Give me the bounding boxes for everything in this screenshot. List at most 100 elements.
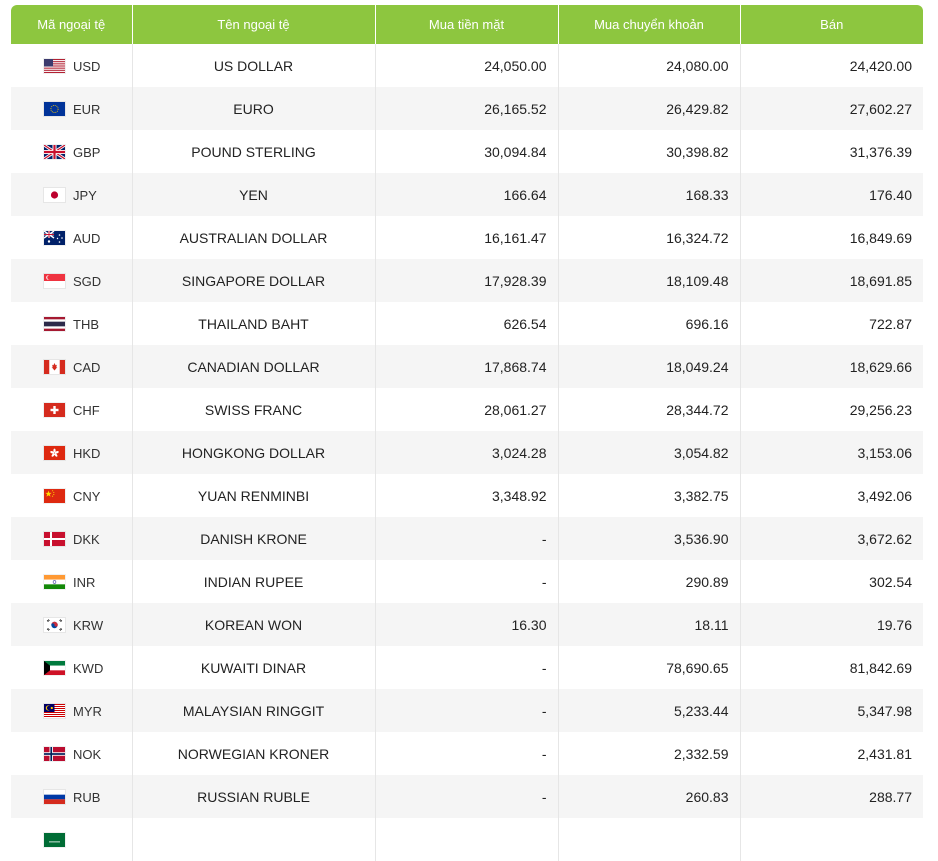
table-row: SGD SINGAPORE DOLLAR 17,928.39 18,109.48 18,… xyxy=(11,259,923,302)
cn-flag-icon xyxy=(44,489,65,504)
currency-code: CNY xyxy=(73,488,101,504)
currency-code: CAD xyxy=(73,359,101,375)
cash-buy-rate: 26,165.52 xyxy=(374,87,558,130)
table-row: HKD HONGKONG DOLLAR 3,024.28 3,054.82 3,153.… xyxy=(11,431,923,474)
gb-flag-icon xyxy=(44,145,65,160)
sell-rate: 5,347.98 xyxy=(739,689,923,732)
currency-code-cell: THB xyxy=(11,302,132,345)
currency-code-cell: RUB xyxy=(11,775,132,818)
transfer-buy-rate xyxy=(557,818,740,861)
column-header-cash-buy: Mua tiền mặt xyxy=(374,5,558,44)
in-flag-icon xyxy=(44,575,65,590)
currency-code-cell: CHF xyxy=(11,388,132,431)
cash-buy-rate: - xyxy=(374,646,558,689)
sell-rate: 2,431.81 xyxy=(739,732,923,775)
cash-buy-rate: - xyxy=(374,560,558,603)
sell-rate: 24,420.00 xyxy=(739,44,923,87)
currency-code-cell: HKD xyxy=(11,431,132,474)
currency-code: JPY xyxy=(73,187,97,203)
currency-name: AUSTRALIAN DOLLAR xyxy=(131,216,375,259)
currency-code-cell: KRW xyxy=(11,603,132,646)
currency-code-cell: CAD xyxy=(11,345,132,388)
table-row: EUR EURO 26,165.52 26,429.82 27,602.27 xyxy=(11,87,923,130)
no-flag-icon xyxy=(44,747,65,762)
currency-code-cell xyxy=(11,818,132,861)
kr-flag-icon xyxy=(44,618,65,633)
sg-flag-icon xyxy=(44,274,65,289)
sell-rate: 3,153.06 xyxy=(739,431,923,474)
cash-buy-rate: 166.64 xyxy=(374,173,558,216)
currency-code: GBP xyxy=(73,144,101,160)
au-flag-icon xyxy=(44,231,65,246)
table-row: THB THAILAND BAHT 626.54 696.16 722.87 xyxy=(11,302,923,345)
currency-name: NORWEGIAN KRONER xyxy=(131,732,375,775)
transfer-buy-rate: 18,109.48 xyxy=(557,259,740,302)
currency-code: NOK xyxy=(73,746,102,762)
table-row: JPY YEN 166.64 168.33 176.40 xyxy=(11,173,923,216)
transfer-buy-rate: 3,536.90 xyxy=(557,517,740,560)
currency-name: RUSSIAN RUBLE xyxy=(131,775,375,818)
currency-code-cell: INR xyxy=(11,560,132,603)
currency-code: KWD xyxy=(73,660,104,676)
currency-code-cell: DKK xyxy=(11,517,132,560)
exchange-rate-table-container: Mã ngoại tệ Tên ngoại tệ Mua tiền mặt Mu… xyxy=(11,5,923,861)
exchange-rate-table: Mã ngoại tệ Tên ngoại tệ Mua tiền mặt Mu… xyxy=(11,5,923,861)
transfer-buy-rate: 3,054.82 xyxy=(557,431,740,474)
currency-code: HKD xyxy=(73,445,101,461)
hk-flag-icon xyxy=(44,446,65,461)
table-body: USD US DOLLAR 24,050.00 24,080.00 24,420.00 E… xyxy=(11,44,923,861)
table-row: CNY YUAN RENMINBI 3,348.92 3,382.75 3,492.06 xyxy=(11,474,923,517)
transfer-buy-rate: 28,344.72 xyxy=(557,388,740,431)
currency-name: KUWAITI DINAR xyxy=(131,646,375,689)
transfer-buy-rate: 26,429.82 xyxy=(557,87,740,130)
cash-buy-rate xyxy=(374,818,558,861)
column-header-code: Mã ngoại tệ xyxy=(11,5,132,44)
currency-code: SGD xyxy=(73,273,102,289)
currency-code: CHF xyxy=(73,402,100,418)
table-row: AUD AUSTRALIAN DOLLAR 16,161.47 16,324.72 16… xyxy=(11,216,923,259)
cash-buy-rate: - xyxy=(374,517,558,560)
sell-rate: 18,629.66 xyxy=(739,345,923,388)
currency-name: US DOLLAR xyxy=(131,44,375,87)
sell-rate: 81,842.69 xyxy=(739,646,923,689)
cash-buy-rate: 626.54 xyxy=(374,302,558,345)
us-flag-icon xyxy=(44,59,65,74)
transfer-buy-rate: 78,690.65 xyxy=(557,646,740,689)
sell-rate: 27,602.27 xyxy=(739,87,923,130)
currency-code-cell: AUD xyxy=(11,216,132,259)
ru-flag-icon xyxy=(44,790,65,805)
currency-name xyxy=(131,818,375,861)
cash-buy-rate: 3,024.28 xyxy=(374,431,558,474)
transfer-buy-rate: 30,398.82 xyxy=(557,130,740,173)
sell-rate: 302.54 xyxy=(739,560,923,603)
currency-name: POUND STERLING xyxy=(131,130,375,173)
sell-rate: 3,672.62 xyxy=(739,517,923,560)
column-header-sell: Bán xyxy=(739,5,923,44)
transfer-buy-rate: 168.33 xyxy=(557,173,740,216)
currency-name: SINGAPORE DOLLAR xyxy=(131,259,375,302)
table-row: USD US DOLLAR 24,050.00 24,080.00 24,420.00 xyxy=(11,44,923,87)
table-row: KWD KUWAITI DINAR -78,690.65 81,842.69 xyxy=(11,646,923,689)
transfer-buy-rate: 696.16 xyxy=(557,302,740,345)
table-row: KRW KOREAN WON 16.30 18.11 19.76 xyxy=(11,603,923,646)
table-row: CHF SWISS FRANC 28,061.27 28,344.72 29,256.2… xyxy=(11,388,923,431)
table-header-row: Mã ngoại tệ Tên ngoại tệ Mua tiền mặt Mu… xyxy=(11,5,923,44)
currency-code-cell: NOK xyxy=(11,732,132,775)
currency-name: INDIAN RUPEE xyxy=(131,560,375,603)
currency-code: RUB xyxy=(73,789,101,805)
cash-buy-rate: 30,094.84 xyxy=(374,130,558,173)
currency-code-cell: EUR xyxy=(11,87,132,130)
cash-buy-rate: 24,050.00 xyxy=(374,44,558,87)
sell-rate: 29,256.23 xyxy=(739,388,923,431)
currency-name: EURO xyxy=(131,87,375,130)
currency-code: KRW xyxy=(73,617,104,633)
dk-flag-icon xyxy=(44,532,65,547)
transfer-buy-rate: 16,324.72 xyxy=(557,216,740,259)
currency-code: THB xyxy=(73,316,99,332)
cash-buy-rate: 17,928.39 xyxy=(374,259,558,302)
jp-flag-icon xyxy=(44,188,65,203)
currency-code: MYR xyxy=(73,703,102,719)
kw-flag-icon xyxy=(44,661,65,676)
currency-name: SWISS FRANC xyxy=(131,388,375,431)
table-row: GBP POUND STERLING 30,094.84 30,398.82 31,37… xyxy=(11,130,923,173)
